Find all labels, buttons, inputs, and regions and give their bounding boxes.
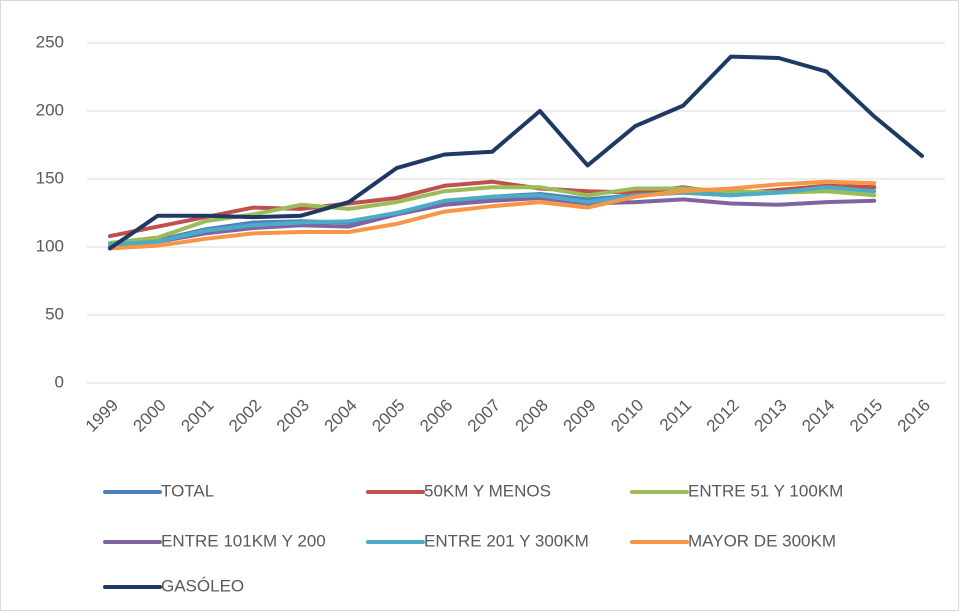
y-tick-label: 150	[36, 168, 64, 187]
legend-label: GASÓLEO	[161, 576, 244, 595]
legend-label: ENTRE 51 Y 100KM	[688, 481, 843, 500]
y-tick-label: 250	[36, 32, 64, 51]
series-line	[108, 179, 877, 251]
y-tick-label: 100	[36, 236, 64, 255]
y-tick-label: 0	[55, 372, 64, 391]
y-tick-label: 200	[36, 100, 64, 119]
y-tick-label: 50	[45, 304, 64, 323]
series-line	[108, 196, 877, 249]
legend-label: MAYOR DE 300KM	[688, 531, 836, 550]
legend-label: ENTRE 101KM Y 200	[161, 531, 326, 550]
legend-label: TOTAL	[161, 481, 214, 500]
series-line	[108, 185, 877, 247]
legend-label: ENTRE 201 Y 300KM	[424, 531, 589, 550]
legend-label: 50KM Y MENOS	[424, 481, 551, 500]
series-line	[108, 54, 924, 251]
